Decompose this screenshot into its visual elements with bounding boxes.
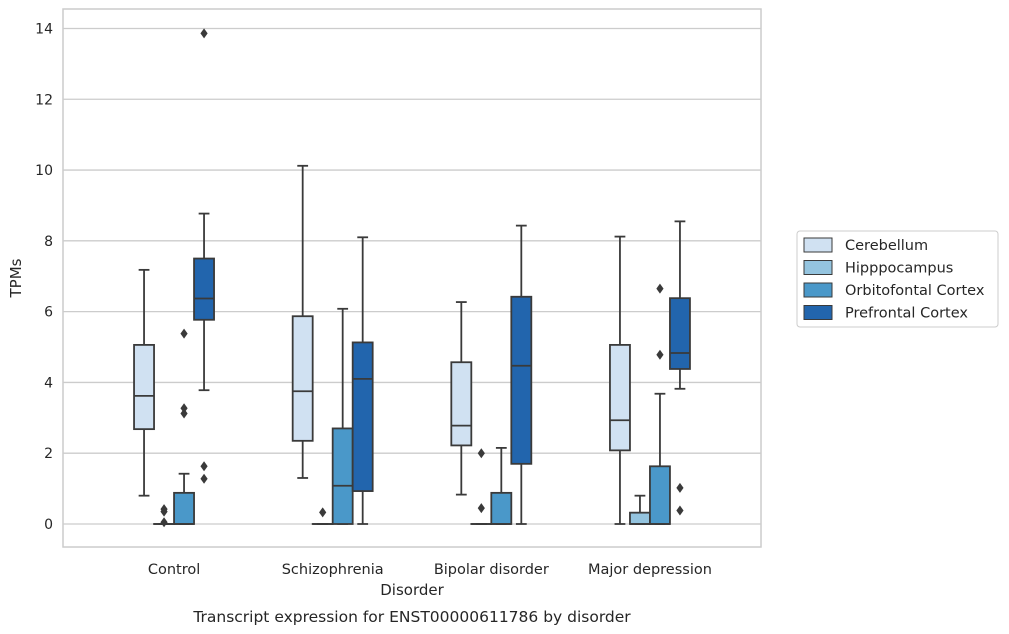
outlier-point [656, 349, 664, 360]
box-group [193, 28, 215, 484]
legend-swatch [803, 237, 833, 253]
outlier-point [200, 461, 208, 472]
x-tick-label: Schizophrenia [282, 562, 384, 578]
box-group [510, 224, 533, 525]
outlier-point [160, 517, 168, 528]
outlier-point [200, 28, 208, 39]
legend-label: Cerebellum [845, 238, 928, 254]
box-group [490, 446, 513, 525]
x-axis-label: Disorder [380, 581, 444, 599]
plot-frame [62, 8, 762, 548]
x-tick-labels: Control Schizophrenia Bipolar disorder Majo… [148, 562, 712, 578]
legend-frame [796, 230, 999, 328]
y-tick-label: 2 [44, 446, 53, 462]
box [351, 341, 374, 492]
box [450, 361, 473, 447]
box [133, 343, 155, 431]
legend: Cerebellum Hipppocampus Orbitofontal Corte… [796, 230, 999, 328]
box-group [609, 235, 631, 525]
y-tick-label: 8 [44, 234, 53, 250]
legend-label: Prefrontal Cortex [845, 306, 968, 322]
box-group [311, 507, 334, 525]
box [629, 511, 651, 525]
box-group [173, 328, 195, 525]
outlier-point [180, 403, 188, 414]
box-group [351, 236, 374, 525]
box [609, 343, 631, 452]
y-tick-label: 12 [35, 92, 53, 108]
legend-swatch [803, 282, 833, 298]
box [669, 297, 691, 370]
x-tick-label: Control [148, 562, 200, 578]
y-axis-label: TPMs [7, 258, 25, 298]
x-tick-label: Bipolar disorder [434, 562, 549, 578]
box [510, 295, 533, 465]
outlier-point [676, 482, 684, 493]
outlier-point [180, 328, 188, 339]
x-tick-label: Major depression [588, 562, 712, 578]
box-marks [133, 28, 691, 528]
box-group [649, 283, 671, 525]
y-tick-label: 14 [35, 21, 53, 37]
box [331, 427, 354, 525]
legend-swatch [803, 260, 833, 275]
outlier-point [180, 408, 188, 419]
outlier-point [656, 283, 664, 294]
legend-swatch [803, 305, 833, 320]
outlier-point [160, 504, 168, 515]
y-tick-label: 10 [35, 163, 53, 179]
legend-label: Hipppocampus [845, 261, 953, 277]
box [291, 315, 314, 442]
outlier-point [676, 505, 684, 516]
outlier-point [200, 473, 208, 484]
legend-label: Orbitofontal Cortex [845, 283, 985, 299]
y-tick-labels: 0 2 4 6 8 10 12 14 [35, 21, 53, 533]
y-tick-label: 4 [44, 375, 53, 391]
box [193, 257, 215, 321]
box-group [291, 164, 314, 479]
box-group [450, 301, 473, 496]
box [490, 491, 513, 525]
box [649, 465, 671, 525]
box-group [133, 268, 155, 497]
box-group [331, 307, 354, 525]
outlier-point [477, 448, 485, 459]
outlier-point [477, 503, 485, 514]
y-tick-label: 0 [44, 517, 53, 533]
box [173, 491, 195, 525]
box-group [669, 220, 691, 516]
chart-title: Transcript expression for ENST0000061178… [192, 608, 631, 626]
outlier-point [319, 507, 327, 518]
y-tick-label: 6 [44, 305, 53, 321]
